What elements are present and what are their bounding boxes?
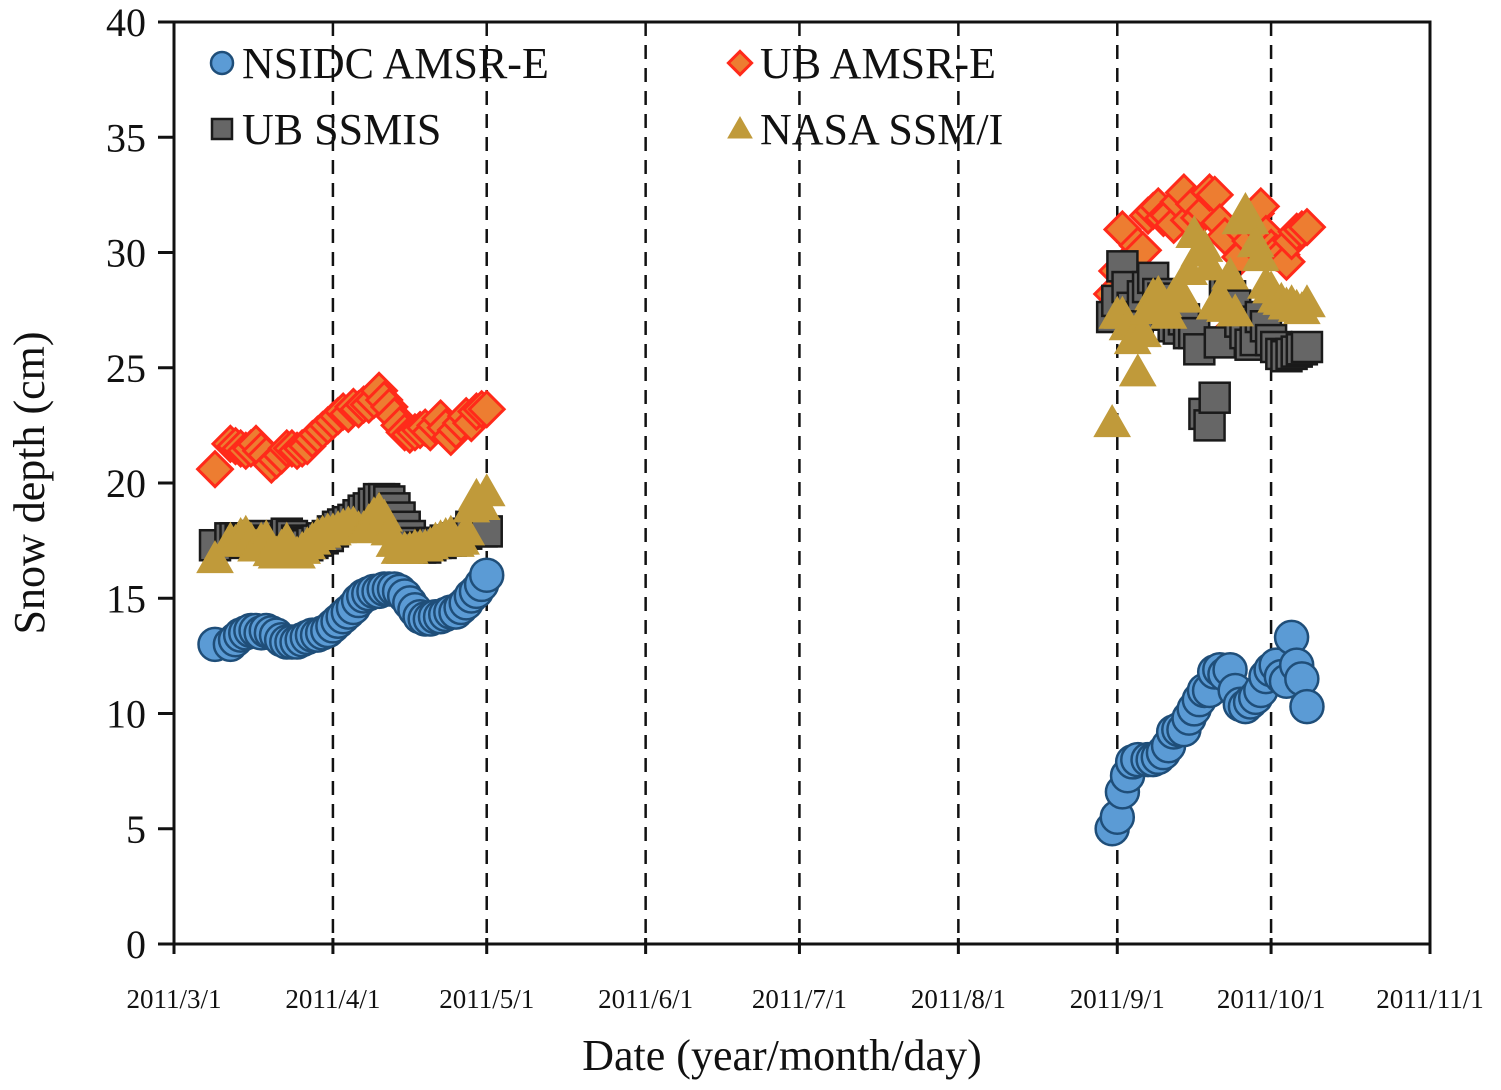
data-point xyxy=(1266,242,1306,282)
x-tick-label: 2011/11/1 xyxy=(1376,984,1484,1014)
y-tick-label: 15 xyxy=(106,576,146,621)
x-axis-title: Date (year/month/day) xyxy=(582,1031,982,1080)
legend-label: UB SSMIS xyxy=(242,105,441,154)
data-point xyxy=(1093,404,1132,438)
series-nsidc-amsr-e xyxy=(197,557,1325,847)
x-tick-label: 2011/8/1 xyxy=(911,984,1006,1014)
legend-item: NASA SSM/I xyxy=(727,105,1003,154)
legend-label: UB AMSR-E xyxy=(760,39,996,88)
y-tick-label: 20 xyxy=(106,461,146,506)
data-point xyxy=(195,449,235,489)
data-point xyxy=(467,473,506,507)
data-point xyxy=(1216,293,1255,327)
y-tick-label: 5 xyxy=(126,807,146,852)
data-point xyxy=(1124,314,1162,348)
legend-item: UB SSMIS xyxy=(210,105,441,154)
data-point xyxy=(468,557,505,593)
plot-area-frame xyxy=(172,20,1432,946)
data-point xyxy=(1289,688,1325,725)
legend-circle-icon xyxy=(209,50,235,76)
data-point xyxy=(1193,409,1226,442)
data-point xyxy=(1241,238,1280,272)
series-layer xyxy=(195,173,1327,847)
data-point xyxy=(1287,207,1327,247)
y-tick-label: 35 xyxy=(106,115,146,160)
y-tick-label: 0 xyxy=(126,922,146,967)
x-tick-label: 2011/9/1 xyxy=(1070,984,1165,1014)
data-point xyxy=(1288,284,1326,318)
y-tick-label: 30 xyxy=(106,231,146,276)
y-tick-label: 25 xyxy=(106,346,146,391)
x-tick-label: 2011/4/1 xyxy=(285,984,380,1014)
data-point xyxy=(1290,330,1324,364)
data-point xyxy=(447,512,486,546)
data-point xyxy=(1165,279,1203,313)
x-tick-label: 2011/3/1 xyxy=(126,984,221,1014)
x-tick-label: 2011/6/1 xyxy=(598,984,693,1014)
x-tick-label: 2011/7/1 xyxy=(752,984,847,1014)
data-point xyxy=(1190,247,1229,281)
y-tick-label: 40 xyxy=(106,0,146,45)
legend-square-icon xyxy=(210,117,234,141)
legend-item: NSIDC AMSR-E xyxy=(209,39,549,88)
data-point xyxy=(1211,256,1249,290)
legend-item: UB AMSR-E xyxy=(726,39,996,88)
x-tick-label: 2011/10/1 xyxy=(1217,984,1326,1014)
data-point xyxy=(467,389,507,429)
x-tick-label: 2011/5/1 xyxy=(439,984,534,1014)
legend-label: NASA SSM/I xyxy=(760,105,1003,154)
y-axis: 0 5 10 15 20 25 30 35 40 xyxy=(106,0,174,967)
legend-triangle-icon xyxy=(727,115,753,139)
data-point xyxy=(1118,353,1157,387)
series-ub-amsr-e xyxy=(195,173,1327,489)
legend: NSIDC AMSR-E UB AMSR-E UB SSMIS NASA SSM/I xyxy=(209,39,1003,154)
legend-label: NSIDC AMSR-E xyxy=(242,39,549,88)
legend-diamond-icon xyxy=(726,49,754,77)
y-axis-title: Snow depth (cm) xyxy=(5,331,54,634)
data-point xyxy=(1198,381,1231,414)
x-axis: 2011/3/1 2011/4/1 2011/5/1 2011/6/1 2011/7/1… xyxy=(126,938,1484,1014)
series-nasa-ssm-i xyxy=(196,192,1326,574)
y-tick-label: 10 xyxy=(106,692,146,737)
